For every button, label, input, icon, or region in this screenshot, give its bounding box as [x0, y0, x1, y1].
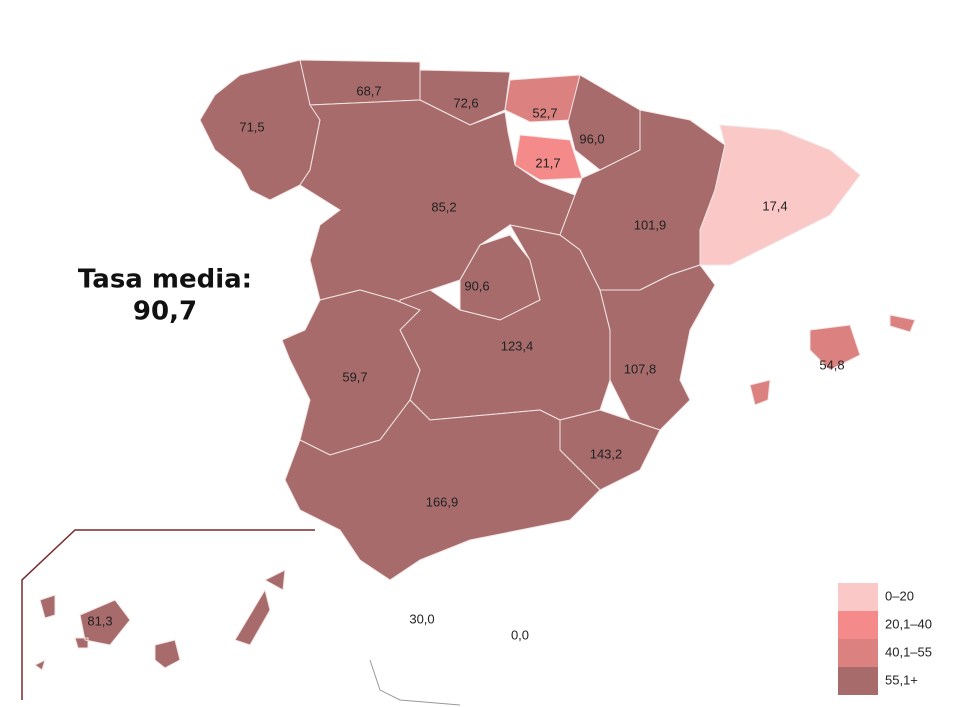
region-label: 17,4	[762, 198, 787, 213]
region-label: 96,0	[579, 131, 604, 146]
region-label: 0,0	[511, 627, 529, 642]
summary-title: Tasa media:	[78, 265, 252, 295]
region-label: 166,9	[426, 494, 459, 509]
region-label: 71,5	[239, 119, 264, 134]
region-label: 107,8	[624, 361, 657, 376]
region-label: 72,6	[453, 95, 478, 110]
legend-swatch	[838, 583, 878, 611]
region	[284, 399, 601, 581]
region-label: 85,2	[431, 199, 456, 214]
legend-label: 0–20	[885, 588, 914, 603]
legend-swatch	[838, 639, 878, 667]
legend-label: 55,1+	[885, 672, 918, 687]
legend-label: 40,1–55	[885, 644, 932, 659]
region-label: 30,0	[409, 611, 434, 626]
region-label: 143,2	[590, 446, 623, 461]
region	[599, 264, 716, 431]
region-label: 68,7	[356, 83, 381, 98]
region	[699, 124, 861, 266]
region-label: 123,4	[501, 338, 534, 353]
region-label: 59,7	[342, 369, 367, 384]
legend-swatch	[838, 611, 878, 639]
region	[749, 314, 916, 406]
inset-frame	[21, 529, 315, 700]
coastline	[369, 659, 461, 706]
region	[34, 569, 286, 671]
region-label: 101,9	[634, 217, 667, 232]
region-label: 21,7	[535, 155, 560, 170]
legend-swatch	[838, 667, 878, 695]
legend-label: 20,1–40	[885, 616, 932, 631]
region	[504, 74, 581, 123]
summary-value: 90,7	[133, 297, 197, 327]
region	[514, 134, 583, 181]
region-label: 52,7	[532, 105, 557, 120]
region-label: 81,3	[87, 613, 112, 628]
region-label: 90,6	[464, 278, 489, 293]
region-label: 54,8	[819, 357, 844, 372]
